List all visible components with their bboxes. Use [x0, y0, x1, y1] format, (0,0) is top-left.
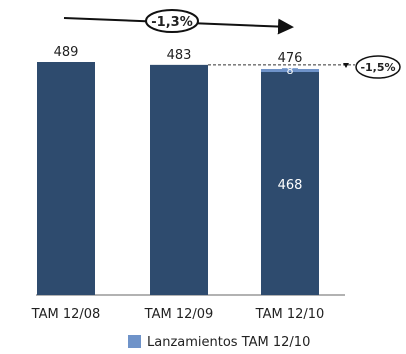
base-value-label-tam-12-10: 468: [278, 178, 303, 193]
total-label-tam-12-08: 489: [54, 45, 79, 60]
last-change-label: -1,5%: [360, 61, 395, 74]
launch-value-label: 8: [287, 64, 294, 77]
bar-tam-12-10-launches: [282, 68, 298, 73]
total-label-tam-12-09: 483: [167, 48, 192, 63]
legend-swatch: [128, 335, 141, 348]
bar-tam-12-09: [150, 64, 208, 296]
last-change-bubble: [355, 55, 401, 79]
bar-tam-12-08: [37, 62, 95, 295]
total-label-tam-12-10: 476: [278, 51, 303, 66]
category-label-tam-12-10: TAM 12/10: [255, 307, 325, 322]
category-label-tam-12-09: TAM 12/09: [144, 307, 214, 322]
small-down-arrow: [343, 63, 349, 68]
bar-tam-12-10-base: [261, 72, 319, 295]
overall-change-label: -1,3%: [151, 15, 192, 30]
category-label-tam-12-08: TAM 12/08: [31, 307, 101, 322]
legend-label: Lanzamientos TAM 12/10: [147, 335, 310, 350]
overall-change-bubble: [145, 9, 199, 33]
